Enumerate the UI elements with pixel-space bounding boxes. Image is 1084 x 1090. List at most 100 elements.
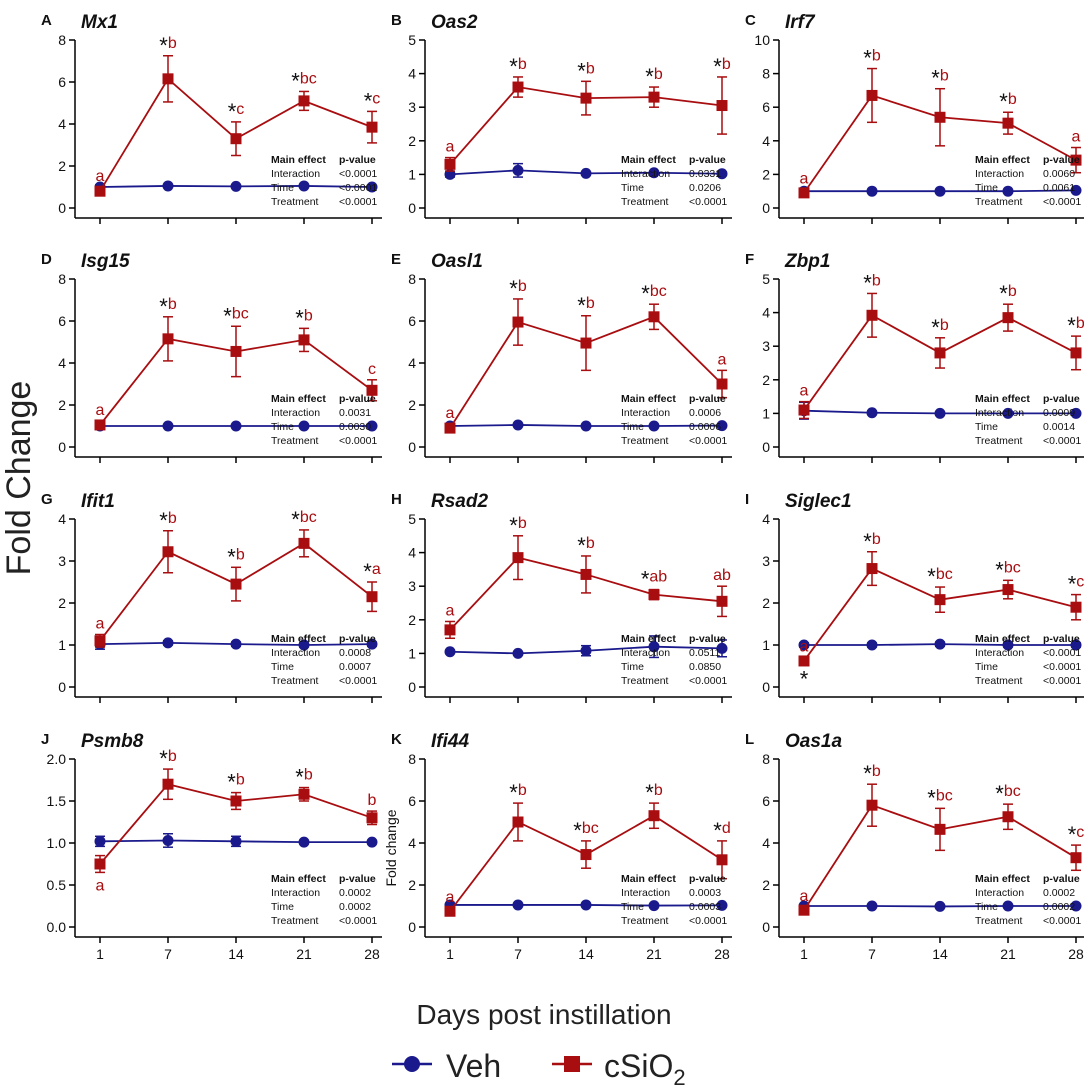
- table-header-effect: Main effect: [975, 154, 1030, 166]
- y-tick-label: 2: [762, 877, 770, 893]
- legend: Veh cSiO2: [392, 1048, 686, 1090]
- table-row-label: Treatment: [621, 435, 669, 447]
- gene-title: Psmb8: [81, 731, 144, 752]
- significance-label: *b: [1067, 313, 1084, 338]
- point-csio2: [648, 810, 660, 822]
- table-row-label: Treatment: [975, 435, 1023, 447]
- point-veh: [1002, 639, 1014, 651]
- y-tick-label: 2: [58, 397, 66, 413]
- y-tick-label: 2: [408, 877, 416, 893]
- x-tick-label: 21: [1000, 946, 1016, 962]
- x-tick-label: 7: [164, 946, 172, 962]
- table-row-label: Time: [975, 901, 998, 913]
- point-veh: [298, 639, 310, 651]
- point-csio2: [866, 799, 878, 811]
- point-csio2: [798, 655, 810, 667]
- significance-label: *b: [931, 66, 949, 91]
- table-row-label: Interaction: [975, 168, 1024, 180]
- point-csio2: [366, 384, 378, 396]
- point-csio2: [580, 568, 592, 580]
- y-tick-label: 6: [408, 793, 416, 809]
- table-row-label: Time: [271, 901, 294, 913]
- point-csio2: [866, 309, 878, 321]
- table-row-pvalue: 0.0003: [689, 901, 721, 913]
- table-row-label: Time: [975, 661, 998, 673]
- table-header-pvalue: p-value: [1043, 633, 1080, 645]
- table-row-pvalue: <0.0001: [1043, 435, 1081, 447]
- point-veh: [162, 834, 174, 846]
- table-row-label: Time: [621, 901, 644, 913]
- significance-label: *b: [509, 276, 527, 301]
- point-veh: [1002, 407, 1014, 419]
- y-tick-label: 10: [754, 32, 770, 48]
- significance-label: *bc: [573, 818, 598, 843]
- significance-label: *b: [227, 544, 245, 569]
- significance-label: *b: [863, 46, 881, 71]
- point-csio2: [94, 185, 106, 197]
- point-csio2: [94, 635, 106, 647]
- gene-title: Isg15: [81, 251, 130, 272]
- y-tick-label: 5: [762, 271, 770, 287]
- panel-letter: F: [745, 251, 754, 268]
- point-veh: [934, 638, 946, 650]
- x-tick-label: 14: [578, 946, 594, 962]
- significance-label: *d: [713, 818, 730, 843]
- x-tick-label: 28: [1068, 946, 1084, 962]
- table-row-label: Treatment: [975, 196, 1023, 208]
- point-veh: [580, 899, 592, 911]
- y-tick-label: 8: [58, 271, 66, 287]
- point-veh: [366, 181, 378, 193]
- point-csio2: [648, 91, 660, 103]
- point-veh: [512, 164, 524, 176]
- table-header-effect: Main effect: [621, 633, 676, 645]
- significance-label: *b: [509, 54, 527, 79]
- significance-label: a: [96, 877, 105, 894]
- table-header-pvalue: p-value: [689, 633, 726, 645]
- y-tick-label: 0: [762, 200, 770, 216]
- panel-letter: H: [391, 491, 402, 508]
- point-veh: [512, 419, 524, 431]
- y-tick-label: 3: [408, 578, 416, 594]
- y-tick-label: 5: [408, 511, 416, 527]
- significance-label: a: [800, 639, 809, 656]
- x-tick-label: 1: [800, 946, 808, 962]
- y-tick-label: 6: [762, 793, 770, 809]
- x-tick-label: 1: [96, 946, 104, 962]
- x-tick-label: 7: [868, 946, 876, 962]
- table-row-label: Treatment: [621, 915, 669, 927]
- panel-a: A Mx1 0 2 4 6 8 a *b *c *bc *c Main effect p-value Int…: [41, 12, 382, 224]
- significance-label: a: [800, 383, 809, 400]
- table-row-pvalue: 0.0014: [1043, 421, 1075, 433]
- significance-label: *b: [509, 780, 527, 805]
- significance-label: *b: [295, 765, 313, 790]
- point-csio2: [444, 158, 456, 170]
- y-tick-label: 8: [762, 751, 770, 767]
- table-row-pvalue: 0.0007: [339, 661, 371, 673]
- point-csio2: [162, 778, 174, 790]
- table-header-effect: Main effect: [621, 873, 676, 885]
- y-tick-label: 1: [408, 645, 416, 661]
- y-tick-label: 0: [408, 200, 416, 216]
- y-tick-label: 1: [58, 637, 66, 653]
- panel-b: B Oas2 0 1 2 3 4 5 a *b *b *b *b Main effect p-value In…: [391, 12, 732, 224]
- y-tick-label: 8: [58, 32, 66, 48]
- y-tick-label: 1.0: [47, 835, 67, 851]
- significance-label: *b: [863, 529, 881, 554]
- point-veh: [1070, 184, 1082, 196]
- panel-g: G Ifit1 0 1 2 3 4 a *b *b *bc *a Main effect p-value I…: [41, 491, 382, 703]
- point-csio2: [366, 812, 378, 824]
- table-header-effect: Main effect: [975, 633, 1030, 645]
- x-tick-label: 28: [364, 946, 380, 962]
- panel-letter: D: [41, 251, 52, 268]
- panel-l: L Oas1a 0 2 4 6 8 1 7 14 21 28 a *b *bc *bc *c Main effec…: [745, 731, 1084, 962]
- x-tick-label: 1: [446, 946, 454, 962]
- table-row-pvalue: <0.0001: [689, 435, 727, 447]
- point-veh: [866, 407, 878, 419]
- point-csio2: [230, 345, 242, 357]
- point-veh: [366, 836, 378, 848]
- point-csio2: [716, 378, 728, 390]
- point-veh: [298, 836, 310, 848]
- point-veh: [580, 645, 592, 657]
